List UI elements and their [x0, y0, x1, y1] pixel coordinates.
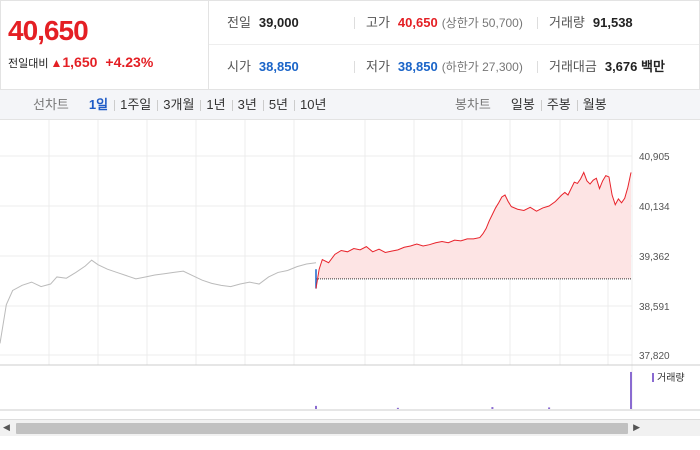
y-tick-label: 37,820	[639, 351, 670, 362]
current-price: 40,650	[8, 15, 89, 46]
line-chart-periods: 선차트 1일 1주일 3개월 1년 3년 5년 10년	[33, 90, 332, 120]
chart-period-bar: 선차트 1일 1주일 3개월 1년 3년 5년 10년 봉차트 일봉 주봉 월봉	[0, 90, 700, 120]
volume-value: 91,538	[592, 15, 633, 30]
y-tick-label: 38,591	[639, 302, 670, 313]
prev-day-price-line	[0, 259, 317, 344]
volume-bar	[630, 371, 632, 409]
upper-limit: (상한가 50,700)	[441, 16, 523, 30]
price-change: 전일대비 ▲1,650 +4.23%	[8, 54, 153, 71]
prev-close-label: 전일	[227, 15, 251, 30]
volume-cell: 거래량 91,538	[537, 1, 633, 45]
low-value: 38,850	[397, 59, 438, 74]
period-1d[interactable]: 1일	[88, 97, 109, 112]
y-tick-label: 39,362	[639, 252, 670, 263]
today-price-line	[315, 171, 632, 289]
open-value: 38,850	[258, 59, 299, 74]
high-label: 고가	[366, 15, 390, 30]
high-cell: 고가 40,650 (상한가 50,700)	[354, 1, 523, 45]
low-cell: 저가 38,850 (하한가 27,300)	[354, 45, 523, 89]
period-5y[interactable]: 5년	[262, 90, 294, 120]
change-value: 1,650	[62, 54, 98, 70]
y-tick-label: 40,905	[639, 152, 670, 163]
scroll-right-arrow-icon[interactable]: ▶	[633, 423, 640, 433]
volume-bar	[315, 405, 317, 409]
scroll-thumb[interactable]	[16, 423, 628, 434]
period-3m[interactable]: 3개월	[157, 90, 200, 120]
open-label: 시가	[227, 59, 251, 74]
y-tick-label: 40,134	[639, 202, 670, 213]
candle-chart-periods: 봉차트 일봉 주봉 월봉	[455, 90, 613, 120]
volume-bar	[548, 407, 551, 409]
today-price-area	[316, 172, 631, 289]
change-percent: +4.23%	[105, 54, 154, 70]
volume-label: 거래량	[549, 15, 585, 30]
line-chart-title: 선차트	[33, 97, 69, 112]
chart-scrollbar[interactable]: ◀ ▶	[0, 419, 700, 436]
candle-weekly[interactable]: 주봉	[540, 90, 577, 120]
change-label: 전일대비	[8, 58, 49, 70]
volume-legend-swatch	[652, 373, 654, 382]
period-10y[interactable]: 10년	[294, 90, 332, 120]
period-3y[interactable]: 3년	[231, 90, 263, 120]
info-row: 시가 38,850 저가 38,850 (하한가 27,300) 거래대금 3,676 …	[209, 45, 699, 89]
intraday-chart: 40,905 40,134 39,362 38,591 37,820 거래량	[0, 120, 700, 450]
volume-legend-label: 거래량	[657, 372, 685, 384]
candle-daily[interactable]: 일봉	[510, 97, 535, 112]
prev-close-value: 39,000	[258, 15, 299, 30]
candle-chart-title: 봉차트	[455, 97, 491, 112]
amount-cell: 거래대금 3,676 백만	[537, 45, 665, 89]
amount-label: 거래대금	[549, 59, 597, 74]
prev-close-cell: 전일 39,000	[227, 1, 299, 45]
intraday-chart-svg: 40,905 40,134 39,362 38,591 37,820 거래량	[0, 120, 700, 411]
scroll-left-arrow-icon[interactable]: ◀	[3, 423, 10, 433]
volume-bar	[491, 407, 494, 409]
up-arrow-icon: ▲	[50, 56, 63, 70]
candle-monthly[interactable]: 월봉	[576, 90, 613, 120]
quote-info-table: 전일 39,000 고가 40,650 (상한가 50,700) 거래량 91,538 …	[208, 0, 700, 90]
lower-limit: (하한가 27,300)	[441, 60, 523, 74]
high-value: 40,650	[397, 15, 438, 30]
volume-bar	[396, 407, 399, 409]
low-label: 저가	[366, 59, 390, 74]
period-1y[interactable]: 1년	[200, 90, 231, 120]
open-cell: 시가 38,850	[227, 45, 299, 89]
period-1w[interactable]: 1주일	[114, 90, 157, 120]
info-row: 전일 39,000 고가 40,650 (상한가 50,700) 거래량 91,538	[209, 1, 699, 45]
amount-value: 3,676 백만	[604, 59, 665, 74]
price-summary: 40,650 전일대비 ▲1,650 +4.23%	[0, 0, 208, 90]
